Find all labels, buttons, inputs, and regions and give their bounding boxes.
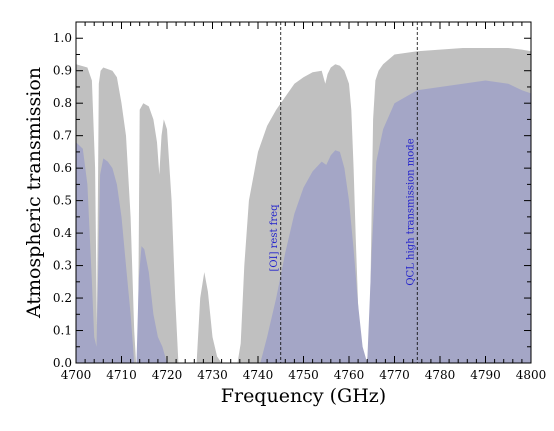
x-tick-label: 4720 — [152, 368, 183, 382]
x-tick-label: 4770 — [379, 368, 410, 382]
annotations: [OI] rest freq QCL high transmission mode — [269, 22, 418, 363]
y-tick-label: 0.6 — [53, 161, 72, 175]
y-tick-label: 0.5 — [53, 194, 72, 208]
axis-ticks: 4700 4710 4720 4730 4740 4750 4760 4770 4780 4790… — [53, 22, 546, 382]
y-tick-label: 0.8 — [53, 96, 72, 110]
y-tick-label: 0.0 — [53, 356, 72, 370]
plot-area: [OI] rest freq QCL high transmission mode… — [53, 21, 546, 382]
y-tick-label: 0.4 — [53, 226, 72, 240]
annotation-label-1: QCL high transmission mode — [405, 138, 416, 285]
x-tick-label: 4710 — [106, 368, 137, 382]
y-tick-label: 0.2 — [53, 291, 72, 305]
x-tick-label: 4760 — [334, 368, 365, 382]
y-axis-label: Atmospheric transmission — [23, 67, 45, 319]
x-tick-label: 4740 — [243, 368, 274, 382]
x-tick-label: 4800 — [516, 368, 547, 382]
y-tick-label: 0.9 — [53, 64, 72, 78]
annotation-label-0: [OI] rest freq — [269, 204, 280, 272]
y-tick-label: 0.3 — [53, 259, 72, 273]
y-tick-label: 0.7 — [53, 129, 72, 143]
y-tick-label: 0.1 — [53, 324, 72, 338]
x-tick-label: 4730 — [197, 368, 228, 382]
x-tick-label: 4790 — [470, 368, 501, 382]
y-tick-label: 1.0 — [53, 31, 72, 45]
x-tick-label: 4700 — [61, 368, 92, 382]
x-tick-label: 4780 — [425, 368, 456, 382]
x-axis-label: Frequency (GHz) — [221, 385, 386, 407]
x-tick-label: 4750 — [288, 368, 319, 382]
